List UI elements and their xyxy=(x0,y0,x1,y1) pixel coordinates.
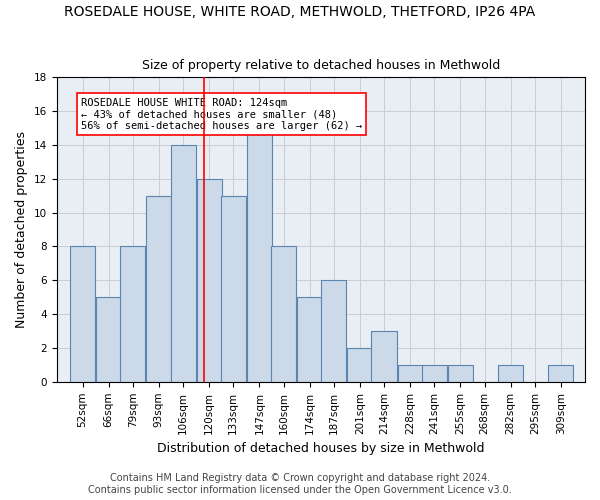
Bar xyxy=(271,246,296,382)
Bar xyxy=(170,145,196,382)
Title: Size of property relative to detached houses in Methwold: Size of property relative to detached ho… xyxy=(142,59,500,72)
Bar xyxy=(371,331,397,382)
Text: ROSEDALE HOUSE, WHITE ROAD, METHWOLD, THETFORD, IP26 4PA: ROSEDALE HOUSE, WHITE ROAD, METHWOLD, TH… xyxy=(64,5,536,19)
Bar xyxy=(422,365,447,382)
Bar xyxy=(146,196,172,382)
Bar xyxy=(347,348,373,382)
Bar xyxy=(548,365,574,382)
Bar xyxy=(398,365,422,382)
Y-axis label: Number of detached properties: Number of detached properties xyxy=(15,131,28,328)
Bar xyxy=(297,297,322,382)
Text: Contains HM Land Registry data © Crown copyright and database right 2024.
Contai: Contains HM Land Registry data © Crown c… xyxy=(88,474,512,495)
Bar xyxy=(120,246,145,382)
Bar xyxy=(96,297,121,382)
Bar xyxy=(247,128,272,382)
X-axis label: Distribution of detached houses by size in Methwold: Distribution of detached houses by size … xyxy=(157,442,485,455)
Text: ROSEDALE HOUSE WHITE ROAD: 124sqm
← 43% of detached houses are smaller (48)
56% : ROSEDALE HOUSE WHITE ROAD: 124sqm ← 43% … xyxy=(81,98,362,131)
Bar xyxy=(221,196,246,382)
Bar xyxy=(70,246,95,382)
Bar xyxy=(498,365,523,382)
Bar xyxy=(448,365,473,382)
Bar xyxy=(321,280,346,382)
Bar xyxy=(197,179,221,382)
